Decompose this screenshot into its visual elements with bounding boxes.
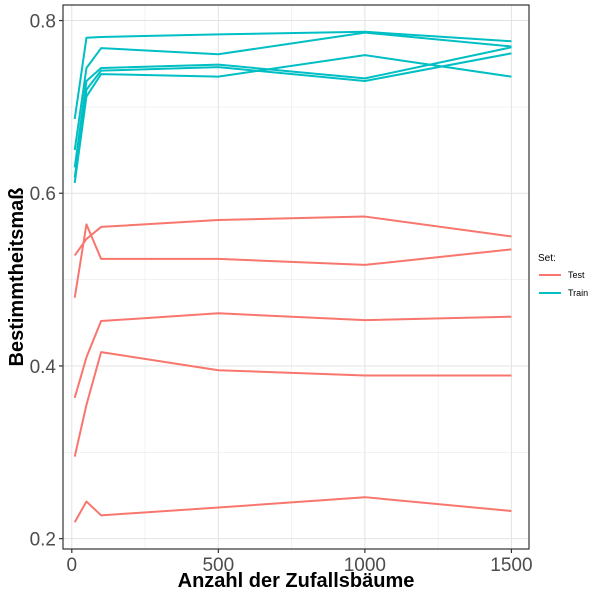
series-line-train-5	[73, 30, 512, 120]
legend-label-train: Train	[568, 288, 588, 298]
series-line-test-4	[73, 496, 512, 523]
plot-panel	[63, 5, 529, 549]
x-tick-label: 1000	[344, 555, 386, 576]
legend-title: Set:	[538, 253, 556, 264]
legend-label-test: Test	[568, 270, 585, 280]
x-tick-label: 1500	[490, 555, 532, 576]
series-line-test-2	[73, 312, 512, 399]
y-tick-label: 0.6	[30, 184, 56, 205]
plot-border	[62, 4, 530, 550]
x-tick-label: 0	[67, 555, 78, 576]
y-tick-label: 0.8	[30, 12, 56, 33]
y-axis-title: Bestimmtheitsmaß	[6, 188, 28, 367]
series-line-test-3	[73, 351, 512, 457]
y-tick-label: 0.2	[30, 530, 56, 551]
x-tick-label: 500	[202, 555, 234, 576]
series-line-train-7	[73, 46, 512, 168]
series-line-test-1	[73, 223, 512, 298]
series-group	[73, 30, 512, 523]
legend: Set: Test Train	[538, 253, 588, 298]
series-line-train-9	[73, 54, 512, 184]
grid	[63, 5, 529, 549]
x-axis-title: Anzahl der Zufallsbäume	[178, 570, 415, 592]
axes: 0 500 1000 1500 0.2 0.4 0.6 0.8	[30, 12, 533, 576]
y-tick-label: 0.4	[30, 357, 57, 378]
series-line-train-6	[73, 31, 512, 151]
